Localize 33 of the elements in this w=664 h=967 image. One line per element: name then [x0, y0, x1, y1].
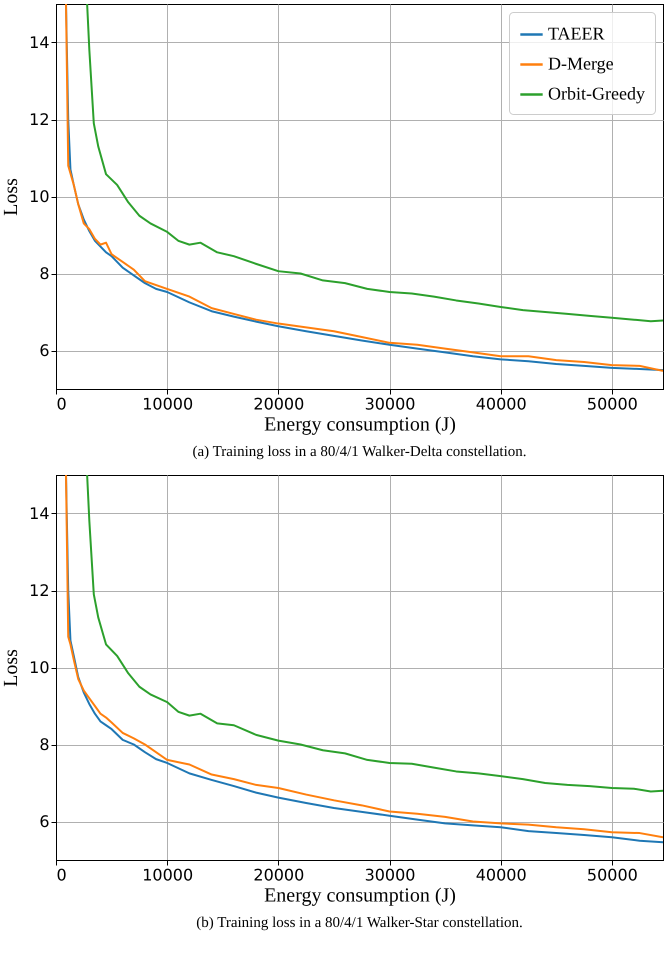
line-series [86, 4, 663, 322]
y-tick-label: 8 [39, 264, 50, 283]
x-tick-label: 0 [56, 866, 67, 884]
y-tick-label: 12 [29, 110, 50, 129]
text: (a) Training loss in a 80/4/1 Walker-Delta constellation. [192, 444, 526, 460]
y-axis-title: Loss [0, 648, 22, 687]
y-tick-label: 14 [29, 33, 50, 52]
y-tick-label: 6 [39, 341, 50, 360]
y-tick-label: 14 [29, 504, 50, 523]
text: (b) Training loss in a 80/4/1 Walker-Star constellation. [196, 915, 523, 931]
y-tick-label: 6 [39, 812, 50, 831]
x-tick-label: 50000 [586, 394, 638, 414]
x-tick-label: 50000 [586, 866, 638, 884]
y-tick-label: 10 [29, 658, 50, 677]
y-axis-title: Loss [0, 178, 22, 216]
x-tick-label: 30000 [364, 866, 416, 884]
x-axis-title: Energy consumption (J) [264, 414, 456, 436]
y-tick-label: 10 [29, 187, 50, 206]
y-tick-label: 8 [39, 735, 50, 754]
y-tick-label: 12 [29, 581, 50, 600]
x-tick-label: 20000 [253, 394, 304, 414]
x-tick-label: 0 [56, 394, 67, 414]
x-tick-label: 20000 [253, 866, 304, 884]
legend-label: TAEER [548, 24, 605, 44]
x-tick-label: 40000 [476, 394, 527, 414]
legend-label: Orbit-Greedy [548, 84, 645, 104]
x-tick-label: 30000 [364, 394, 416, 414]
legend-label: D-Merge [548, 54, 614, 74]
x-tick-label: 10000 [142, 394, 194, 414]
x-axis-title: Energy consumption (J) [264, 884, 456, 906]
line-series [86, 475, 663, 792]
x-tick-label: 40000 [476, 866, 527, 884]
x-tick-label: 10000 [142, 866, 194, 884]
